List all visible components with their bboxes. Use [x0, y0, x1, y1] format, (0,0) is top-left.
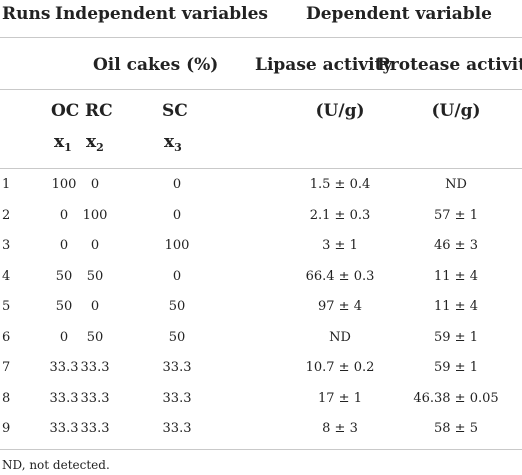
- cell-oc: 33.3: [49, 390, 79, 406]
- header-x3: x3: [164, 132, 182, 154]
- header-runs: Runs: [2, 4, 51, 24]
- rule-top: [0, 37, 522, 38]
- header-rc: RC: [85, 101, 113, 121]
- cell-sc: 33.3: [162, 421, 192, 436]
- cell-run: 8: [2, 390, 11, 406]
- cell-protease: 11 ± 4: [434, 268, 478, 284]
- rule-mid: [0, 89, 522, 90]
- cell-rc: 33.3: [80, 390, 110, 406]
- cell-sc: 0: [172, 207, 182, 223]
- header-x2: x2: [86, 132, 104, 154]
- cell-rc: 50: [86, 329, 104, 345]
- cell-lipase: 66.4 ± 0.3: [305, 268, 375, 284]
- cell-run: 9: [2, 421, 11, 436]
- header-x1: x1: [54, 132, 72, 154]
- cell-lipase: 2.1 ± 0.3: [309, 207, 371, 223]
- header-sc: SC: [162, 101, 188, 121]
- cell-run: 4: [2, 268, 11, 284]
- cell-oc: 33.3: [49, 360, 79, 375]
- cell-run: 6: [2, 329, 11, 345]
- cell-lipase: 10.7 ± 0.2: [305, 360, 375, 375]
- cell-lipase: 97 ± 4: [318, 299, 362, 314]
- cell-lipase: 3 ± 1: [322, 238, 358, 253]
- header-protease-unit: (U/g): [431, 101, 481, 121]
- header-independent-variables: Independent variables: [55, 4, 268, 24]
- header-oc: OC: [51, 101, 80, 121]
- cell-sc: 50: [168, 299, 186, 314]
- header-dependent-variable: Dependent variable: [306, 4, 492, 24]
- cell-lipase: 1.5 ± 0.4: [309, 177, 371, 192]
- cell-sc: 33.3: [162, 390, 192, 406]
- cell-protease: ND: [445, 177, 467, 192]
- cell-run: 3: [2, 238, 11, 253]
- cell-rc: 0: [90, 299, 100, 314]
- cell-lipase: ND: [329, 329, 351, 345]
- cell-rc: 0: [90, 238, 100, 253]
- cell-oc: 0: [59, 329, 69, 345]
- cell-protease: 57 ± 1: [434, 207, 478, 223]
- cell-run: 7: [2, 360, 11, 375]
- cell-oc: 50: [55, 299, 73, 314]
- rule-header-bottom: [0, 168, 522, 169]
- cell-run: 5: [2, 299, 11, 314]
- cell-protease: 46.38 ± 0.05: [413, 390, 499, 406]
- cell-rc: 33.3: [80, 421, 110, 436]
- cell-run: 2: [2, 207, 11, 223]
- cell-oc: 0: [59, 207, 69, 223]
- cell-rc: 50: [86, 268, 104, 284]
- header-protease-activity: Protease activity: [377, 55, 522, 75]
- cell-oc: 100: [51, 177, 77, 192]
- cell-sc: 33.3: [162, 360, 192, 375]
- cell-sc: 0: [172, 268, 182, 284]
- cell-run: 1: [2, 177, 11, 192]
- header-lipase-activity: Lipase activity: [255, 55, 393, 75]
- header-lipase-unit: (U/g): [315, 101, 365, 121]
- cell-sc: 100: [164, 238, 190, 253]
- cell-oc: 0: [59, 238, 69, 253]
- footnote: ND, not detected.: [2, 458, 110, 472]
- rule-bottom: [0, 449, 522, 450]
- cell-sc: 50: [168, 329, 186, 345]
- cell-protease: 46 ± 3: [434, 238, 478, 253]
- cell-lipase: 8 ± 3: [322, 421, 358, 436]
- cell-rc: 0: [90, 177, 100, 192]
- cell-oc: 33.3: [49, 421, 79, 436]
- cell-rc: 33.3: [80, 360, 110, 375]
- cell-protease: 59 ± 1: [434, 360, 478, 375]
- cell-sc: 0: [172, 177, 182, 192]
- cell-rc: 100: [82, 207, 108, 223]
- cell-protease: 59 ± 1: [434, 329, 478, 345]
- cell-protease: 11 ± 4: [434, 299, 478, 314]
- cell-oc: 50: [55, 268, 73, 284]
- cell-lipase: 17 ± 1: [318, 390, 362, 406]
- header-oil-cakes: Oil cakes (%): [93, 55, 219, 75]
- cell-protease: 58 ± 5: [434, 421, 478, 436]
